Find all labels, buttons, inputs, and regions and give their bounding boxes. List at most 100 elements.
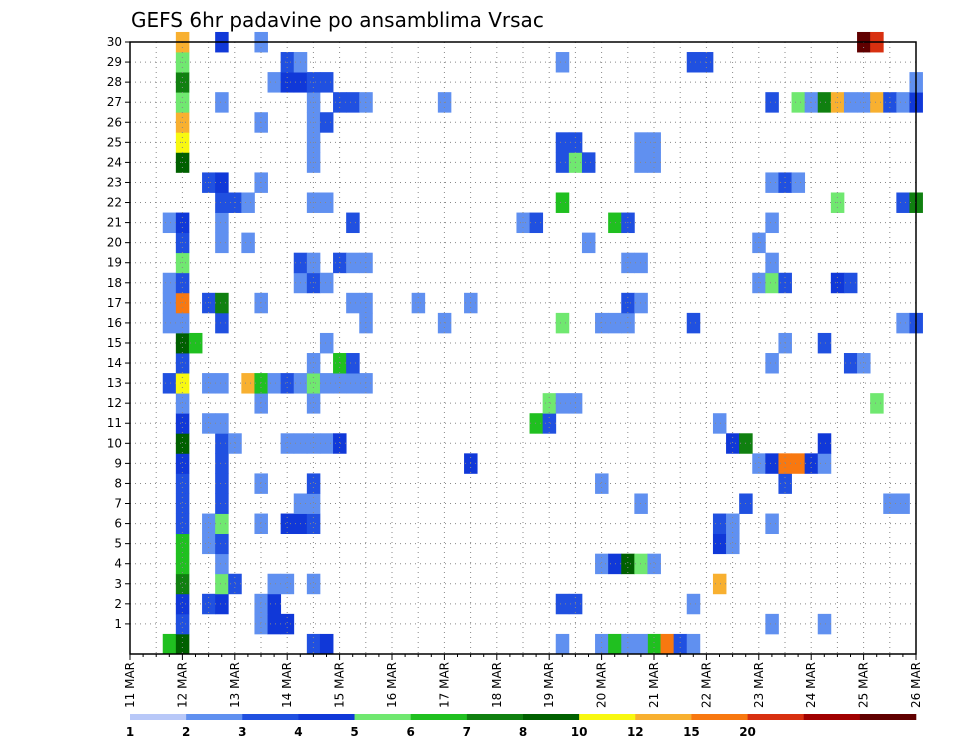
y-tick-label: 24 xyxy=(107,155,122,169)
colorbar-swatch xyxy=(803,714,861,720)
colorbar-label: 20 xyxy=(739,725,756,739)
heatmap-cell xyxy=(202,373,216,394)
heatmap-cell xyxy=(306,573,321,595)
y-tick-label: 30 xyxy=(107,35,122,49)
heatmap-cell xyxy=(241,192,255,213)
heatmap-cell xyxy=(175,332,190,354)
heatmap-cell xyxy=(686,312,701,334)
heatmap-cell xyxy=(254,373,268,394)
x-tick-label: 22 MAR xyxy=(699,662,713,708)
heatmap-cells xyxy=(162,31,923,655)
heatmap-cell xyxy=(608,312,622,334)
heatmap-cell xyxy=(215,573,229,595)
heatmap-cell xyxy=(595,473,609,494)
heatmap-cell xyxy=(333,433,347,454)
y-tick-label: 11 xyxy=(107,416,122,430)
heatmap-cell xyxy=(896,192,910,213)
heatmap-cell xyxy=(634,132,648,153)
x-axis: 11 MAR 12 MAR 13 MAR 14 MAR 15 MAR 16 MAR 17 M… xyxy=(123,654,923,708)
x-tick-label: 24 MAR xyxy=(804,662,818,708)
heatmap-cell xyxy=(621,633,635,655)
heatmap-cell xyxy=(175,413,190,434)
heatmap-cell xyxy=(306,433,321,454)
heatmap-cell xyxy=(319,633,334,655)
heatmap-cell xyxy=(765,92,779,113)
y-tick-label: 7 xyxy=(114,497,122,511)
heatmap-cell xyxy=(673,633,688,655)
heatmap-cell xyxy=(752,453,766,474)
heatmap-cell xyxy=(175,393,190,414)
y-tick-label: 15 xyxy=(107,336,122,350)
y-tick-label: 4 xyxy=(114,557,122,571)
x-tick-label: 21 MAR xyxy=(647,662,661,708)
heatmap-cell xyxy=(686,633,701,655)
heatmap-cell xyxy=(581,232,596,254)
colorbar: 1 2 3 4 5 6 7 8 10 12 15 20 xyxy=(126,714,917,739)
heatmap-cell xyxy=(280,573,295,595)
heatmap-cell xyxy=(175,292,190,314)
heatmap-cell xyxy=(870,92,884,113)
heatmap-cell xyxy=(319,72,334,93)
heatmap-cell xyxy=(241,373,255,394)
heatmap-cell xyxy=(254,613,268,635)
heatmap-cell xyxy=(202,513,216,535)
heatmap-cell xyxy=(215,292,229,314)
heatmap-cell xyxy=(215,172,229,193)
heatmap-cell xyxy=(319,433,334,454)
chart-grid xyxy=(130,41,916,654)
heatmap-cell xyxy=(555,192,570,213)
heatmap-cell xyxy=(686,52,701,73)
heatmap-cell xyxy=(765,513,779,535)
heatmap-cell xyxy=(817,433,832,454)
heatmap-cell xyxy=(529,212,544,234)
heatmap-cell xyxy=(319,112,334,133)
colorbar-swatch xyxy=(691,714,748,720)
colorbar-label: 1 xyxy=(126,725,134,739)
heatmap-cell xyxy=(333,373,347,394)
y-tick-label: 8 xyxy=(114,476,122,490)
heatmap-cell xyxy=(437,312,452,334)
heatmap-cell xyxy=(175,353,190,374)
heatmap-cell xyxy=(765,212,779,234)
heatmap-cell xyxy=(555,312,570,334)
heatmap-cell xyxy=(215,373,229,394)
heatmap-cell xyxy=(621,292,635,314)
x-tick-label: 11 MAR xyxy=(123,662,137,708)
colorbar-label: 12 xyxy=(627,725,644,739)
colorbar-swatch xyxy=(186,714,243,720)
y-tick-label: 26 xyxy=(107,115,122,129)
heatmap-cell xyxy=(581,152,596,173)
heatmap-cell xyxy=(647,553,661,575)
colorbar-swatch xyxy=(635,714,692,720)
heatmap-cell xyxy=(621,312,635,334)
heatmap-cell xyxy=(634,493,648,514)
heatmap-cell xyxy=(306,353,321,374)
colorbar-label: 10 xyxy=(571,725,588,739)
y-tick-label: 6 xyxy=(114,517,122,531)
y-tick-label: 21 xyxy=(107,216,122,230)
heatmap-cell xyxy=(333,353,347,374)
heatmap-cell xyxy=(254,292,268,314)
heatmap-cell xyxy=(267,373,282,394)
colorbar-label: 5 xyxy=(350,725,358,739)
heatmap-cell xyxy=(306,633,321,655)
heatmap-cell xyxy=(634,633,648,655)
heatmap-cell xyxy=(712,413,727,434)
x-tick-label: 17 MAR xyxy=(437,662,451,708)
heatmap-cell xyxy=(595,633,609,655)
heatmap-cell xyxy=(712,513,727,535)
heatmap-cell xyxy=(215,212,229,234)
heatmap-cell xyxy=(215,413,229,434)
y-tick-label: 1 xyxy=(114,617,122,631)
heatmap-cell xyxy=(634,553,648,575)
heatmap-cell xyxy=(634,292,648,314)
colorbar-label: 8 xyxy=(519,725,527,739)
heatmap-cell xyxy=(175,493,190,514)
y-tick-label: 16 xyxy=(107,316,122,330)
heatmap-cell xyxy=(215,192,229,213)
heatmap-cell xyxy=(555,152,570,173)
heatmap-cell xyxy=(306,513,321,535)
heatmap-cell xyxy=(595,312,609,334)
heatmap-cell xyxy=(817,453,832,474)
heatmap-cell xyxy=(319,192,334,213)
